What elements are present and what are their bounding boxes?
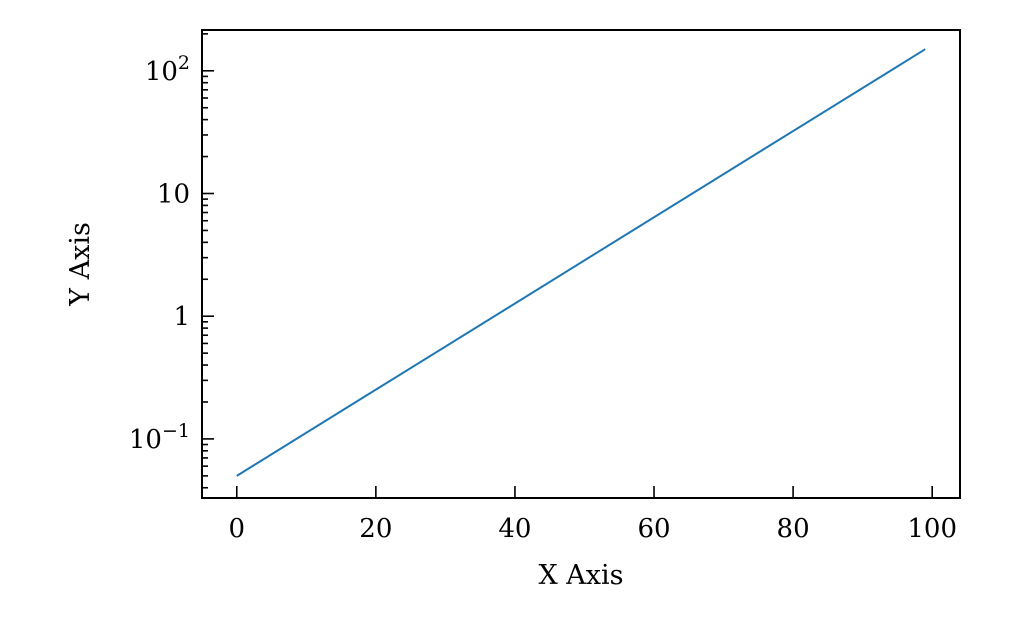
y-tick-label-2: 10 — [157, 180, 190, 210]
y-tick-label-0: 10−1 — [129, 420, 190, 455]
y-axis-ticks: 10−1 1 10 102 — [129, 52, 214, 455]
series-line-0 — [236, 48, 926, 477]
x-tick-label-3: 60 — [637, 514, 670, 544]
y-axis-label: Y Axis — [65, 222, 96, 307]
x-tick-label-0: 0 — [228, 514, 245, 544]
x-axis-label: X Axis — [538, 560, 623, 591]
x-axis-ticks: 0 20 40 60 80 100 — [228, 486, 957, 544]
y-tick-label-1: 1 — [173, 302, 190, 332]
x-tick-label-2: 40 — [498, 514, 531, 544]
series-group — [236, 48, 926, 477]
x-tick-label-1: 20 — [359, 514, 392, 544]
y-tick-label-3: 102 — [145, 52, 190, 87]
x-tick-label-5: 100 — [907, 514, 957, 544]
x-tick-label-4: 80 — [777, 514, 810, 544]
plot-frame — [201, 29, 961, 499]
